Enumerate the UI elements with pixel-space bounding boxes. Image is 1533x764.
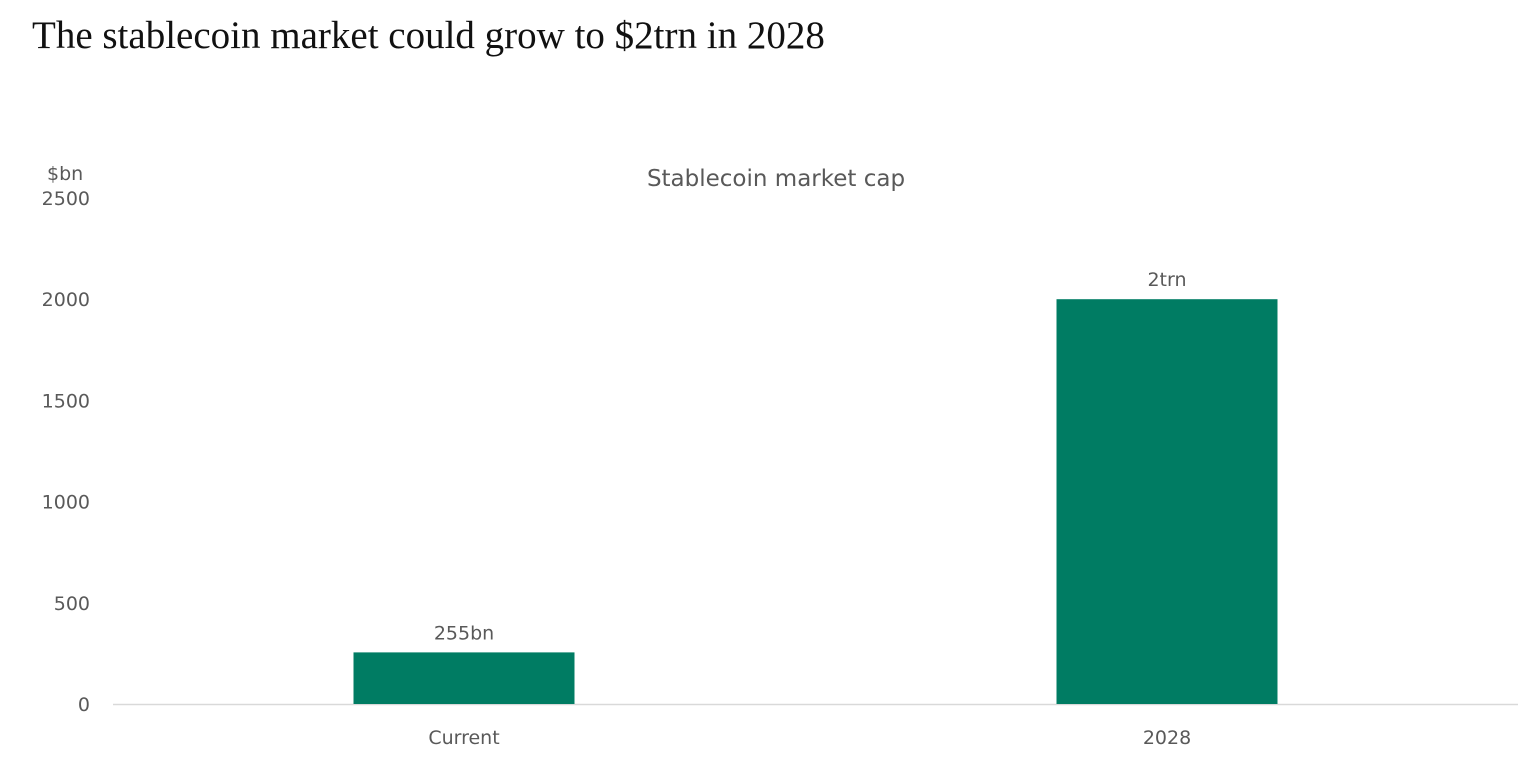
data-label: 255bn [434, 622, 494, 644]
y-tick-label: 500 [54, 593, 90, 615]
x-tick-label: Current [428, 727, 499, 749]
y-tick-label: 2000 [42, 289, 90, 311]
y-tick-label: 1500 [42, 390, 90, 412]
bar-current [353, 652, 575, 704]
x-tick-label: 2028 [1143, 727, 1191, 749]
bar-2028 [1056, 299, 1278, 704]
x-axis-ticks: Current 2028 [428, 727, 1191, 749]
page-title: The stablecoin market could grow to $2tr… [32, 14, 825, 57]
y-tick-label: 2500 [42, 188, 90, 210]
y-axis-ticks: 0 500 1000 1500 2000 2500 [42, 188, 90, 716]
y-tick-label: 0 [78, 694, 90, 716]
y-axis-unit-label: $bn [47, 163, 83, 185]
bars [353, 299, 1278, 704]
data-labels: 255bn 2trn [434, 269, 1187, 644]
data-label: 2trn [1147, 269, 1186, 291]
y-tick-label: 1000 [42, 492, 90, 514]
chart-title: Stablecoin market cap [647, 166, 905, 192]
